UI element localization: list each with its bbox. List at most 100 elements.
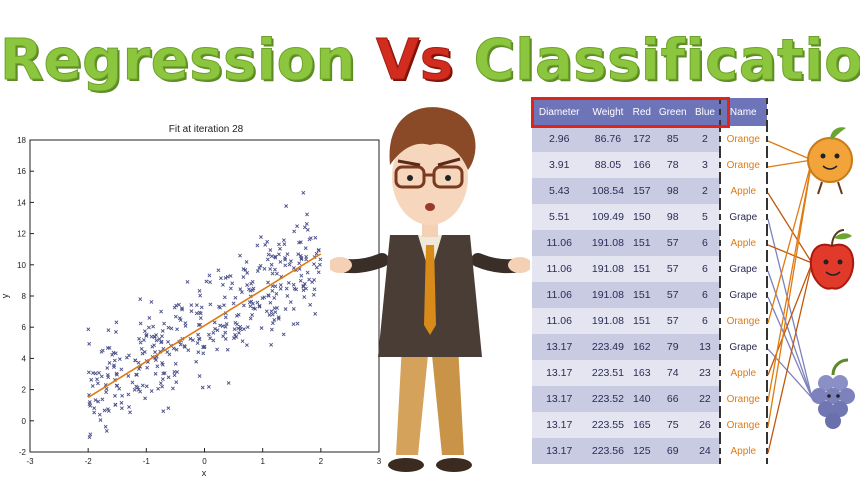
table-body: 2.96 86.76 172 85 2 Orange 3.91 88.05 166 78 3 Oran…: [532, 126, 769, 464]
data-point: [150, 344, 155, 349]
data-point: [197, 374, 202, 378]
data-point: [112, 358, 117, 363]
data-point: [138, 340, 143, 345]
x-axis-label: x: [202, 468, 207, 478]
data-point: [97, 370, 101, 375]
data-point: [134, 384, 139, 389]
data-point: [240, 339, 245, 344]
data-point: [198, 316, 203, 320]
data-point: [281, 332, 286, 337]
data-point: [170, 386, 175, 391]
data-point: [242, 327, 246, 331]
x-tick-label-2: -1: [143, 457, 151, 466]
data-point: [166, 325, 171, 330]
feature-cell-green: 69: [654, 438, 692, 464]
data-point: [212, 320, 217, 325]
data-point: [259, 235, 263, 240]
data-point: [119, 367, 124, 372]
data-point: [231, 336, 236, 341]
data-point: [93, 398, 98, 402]
data-point: [303, 246, 308, 251]
feature-cell-diameter: 13.17: [532, 438, 587, 464]
data-point: [247, 287, 251, 292]
data-point: [180, 307, 184, 312]
link-line-orange: [767, 159, 813, 402]
data-point: [273, 267, 277, 272]
data-point: [177, 316, 182, 321]
data-point: [202, 344, 207, 349]
data-point: [145, 365, 150, 370]
feature-cell-red: 125: [629, 438, 655, 464]
data-point: [314, 251, 319, 256]
data-point: [233, 332, 237, 337]
link-line-orange: [767, 140, 813, 161]
data-point: [297, 261, 302, 266]
column-header-weight: Weight: [586, 98, 630, 126]
data-point: [174, 380, 179, 385]
data-point: [278, 246, 282, 251]
data-point: [245, 270, 250, 275]
data-point: [237, 330, 241, 335]
data-point: [153, 371, 158, 376]
data-point: [233, 320, 238, 325]
data-point: [239, 290, 244, 295]
feature-cell-diameter: 11.06: [532, 230, 587, 256]
data-point: [264, 309, 269, 314]
data-point: [104, 429, 109, 433]
feature-cell-green: 57: [654, 282, 692, 308]
data-point: [173, 361, 178, 366]
data-point: [208, 280, 212, 285]
data-point: [95, 377, 99, 382]
data-point: [95, 381, 100, 386]
data-point: [299, 256, 304, 260]
data-point: [314, 265, 319, 270]
data-point: [89, 377, 94, 382]
data-point: [305, 227, 310, 232]
data-point: [304, 286, 308, 291]
data-point: [307, 277, 312, 282]
data-point: [173, 314, 178, 319]
data-point: [143, 396, 148, 401]
link-line-orange: [767, 159, 813, 324]
y-tick-label-6: 10: [17, 261, 26, 270]
title-vs: Vs: [375, 28, 454, 94]
data-point: [102, 408, 107, 413]
chart-title: Fit at iteration 28: [169, 124, 244, 135]
feature-cell-blue: 24: [691, 438, 720, 464]
page-title: Regression Vs Classification: [0, 28, 860, 94]
data-point: [299, 257, 304, 262]
data-point: [105, 372, 110, 377]
data-point: [269, 254, 274, 259]
data-point: [87, 435, 92, 440]
feature-cell-blue: 26: [691, 412, 720, 438]
data-point: [194, 303, 199, 308]
feature-cell-diameter: 3.91: [532, 152, 587, 178]
data-point: [92, 410, 97, 415]
data-point: [113, 402, 118, 407]
data-point: [161, 409, 166, 414]
data-point: [304, 257, 309, 262]
data-point: [276, 316, 281, 321]
data-point: [238, 253, 242, 258]
data-point: [197, 288, 202, 293]
data-point: [144, 384, 149, 389]
data-point: [137, 367, 141, 371]
data-point: [313, 311, 318, 316]
data-point: [301, 284, 306, 289]
data-point: [149, 334, 154, 339]
feature-cell-green: 57: [654, 256, 692, 282]
data-point: [215, 347, 219, 352]
data-point: [301, 283, 306, 288]
x-tick-label-6: 3: [377, 457, 382, 466]
data-point: [185, 279, 190, 284]
column-header-red: Red: [629, 98, 655, 126]
table-row: 13.17 223.56 125 69 24 Apple: [532, 438, 769, 464]
data-point: [196, 332, 201, 337]
data-point: [120, 393, 125, 398]
data-point: [274, 291, 279, 296]
data-point: [127, 353, 131, 358]
data-point: [111, 350, 116, 355]
data-point: [182, 345, 187, 349]
data-point: [160, 384, 165, 389]
data-point: [86, 327, 91, 332]
